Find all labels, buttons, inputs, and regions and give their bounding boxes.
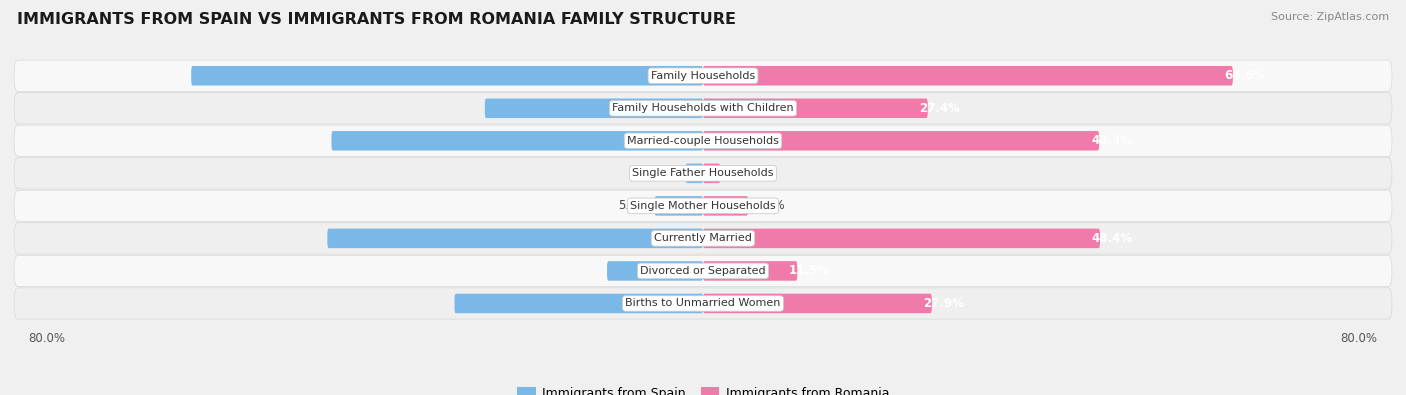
Text: 11.5%: 11.5% [789, 264, 830, 277]
FancyBboxPatch shape [703, 98, 928, 118]
Text: Births to Unmarried Women: Births to Unmarried Women [626, 299, 780, 308]
FancyBboxPatch shape [14, 190, 1392, 222]
Text: Source: ZipAtlas.com: Source: ZipAtlas.com [1271, 12, 1389, 22]
Text: 2.1%: 2.1% [727, 167, 756, 180]
Text: 2.1%: 2.1% [650, 167, 679, 180]
Text: Family Households: Family Households [651, 71, 755, 81]
FancyBboxPatch shape [14, 93, 1392, 124]
FancyBboxPatch shape [454, 294, 703, 313]
FancyBboxPatch shape [14, 158, 1392, 189]
FancyBboxPatch shape [14, 125, 1392, 156]
FancyBboxPatch shape [485, 98, 703, 118]
Text: 45.3%: 45.3% [654, 134, 695, 147]
Text: 5.5%: 5.5% [755, 199, 785, 213]
Text: 30.3%: 30.3% [654, 297, 695, 310]
FancyBboxPatch shape [14, 223, 1392, 254]
FancyBboxPatch shape [191, 66, 703, 85]
FancyBboxPatch shape [703, 66, 1233, 85]
Text: 26.6%: 26.6% [654, 102, 695, 115]
FancyBboxPatch shape [607, 261, 703, 281]
Text: 48.4%: 48.4% [1092, 232, 1133, 245]
Text: 11.7%: 11.7% [654, 264, 695, 277]
FancyBboxPatch shape [703, 164, 720, 183]
Text: 45.8%: 45.8% [654, 232, 695, 245]
Text: Currently Married: Currently Married [654, 233, 752, 243]
Text: 27.9%: 27.9% [924, 297, 965, 310]
Text: Family Households with Children: Family Households with Children [612, 103, 794, 113]
FancyBboxPatch shape [703, 294, 932, 313]
Text: IMMIGRANTS FROM SPAIN VS IMMIGRANTS FROM ROMANIA FAMILY STRUCTURE: IMMIGRANTS FROM SPAIN VS IMMIGRANTS FROM… [17, 12, 735, 27]
Text: 62.4%: 62.4% [654, 69, 695, 82]
FancyBboxPatch shape [655, 196, 703, 216]
FancyBboxPatch shape [703, 131, 1099, 150]
FancyBboxPatch shape [14, 288, 1392, 319]
FancyBboxPatch shape [332, 131, 703, 150]
Text: 48.3%: 48.3% [1091, 134, 1132, 147]
Text: 27.4%: 27.4% [920, 102, 960, 115]
Text: Married-couple Households: Married-couple Households [627, 136, 779, 146]
Text: Single Father Households: Single Father Households [633, 168, 773, 178]
Text: 5.9%: 5.9% [619, 199, 648, 213]
Text: 64.6%: 64.6% [1225, 69, 1265, 82]
FancyBboxPatch shape [703, 261, 797, 281]
Text: Divorced or Separated: Divorced or Separated [640, 266, 766, 276]
FancyBboxPatch shape [328, 229, 703, 248]
Legend: Immigrants from Spain, Immigrants from Romania: Immigrants from Spain, Immigrants from R… [512, 382, 894, 395]
FancyBboxPatch shape [703, 229, 1099, 248]
Text: Single Mother Households: Single Mother Households [630, 201, 776, 211]
FancyBboxPatch shape [14, 60, 1392, 91]
FancyBboxPatch shape [686, 164, 703, 183]
FancyBboxPatch shape [14, 255, 1392, 286]
FancyBboxPatch shape [703, 196, 748, 216]
